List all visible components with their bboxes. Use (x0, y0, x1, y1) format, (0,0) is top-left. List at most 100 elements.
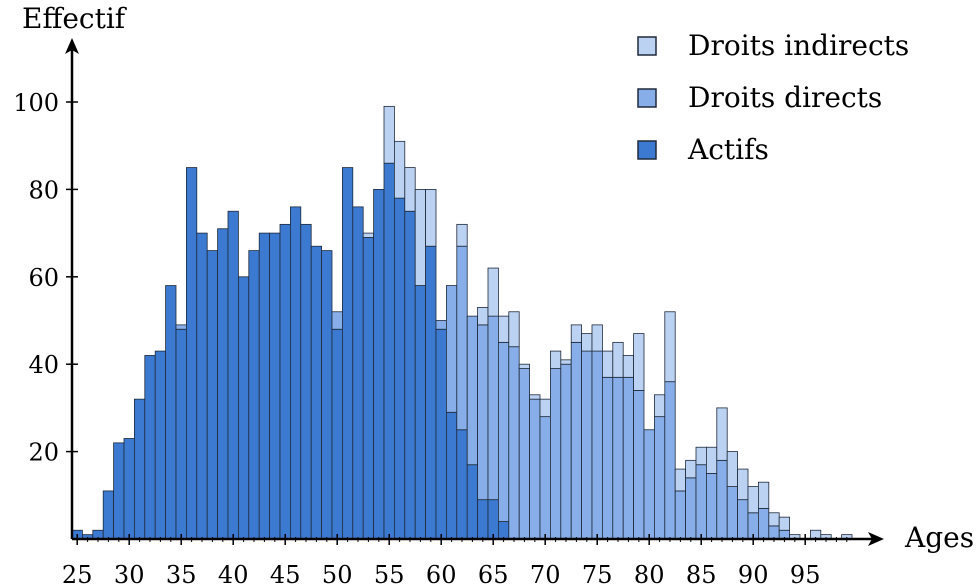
legend-swatch-actifs (637, 140, 657, 160)
bar-actifs-age-33 (154, 350, 166, 540)
bar-droits-directs-age-85 (695, 464, 707, 540)
bar-droits-directs-age-66 (497, 341, 510, 522)
bar-droits-indirects-age-86 (706, 446, 718, 474)
bar-droits-directs-age-67 (508, 346, 520, 540)
bar-droits-directs-age-70 (539, 416, 551, 540)
bar-droits-directs-age-62 (456, 245, 468, 431)
bar-actifs-age-32 (144, 355, 156, 540)
x-tick-label-45: 45 (270, 561, 301, 588)
y-tick-label-20: 20 (28, 439, 59, 467)
bar-droits-indirects-age-75 (591, 324, 603, 352)
bar-actifs-age-30 (123, 438, 135, 540)
bar-actifs-age-55 (383, 162, 395, 540)
bar-droits-directs-age-74 (581, 350, 593, 540)
x-tick-label-70: 70 (530, 561, 561, 588)
bar-droits-indirects-age-91 (758, 481, 770, 509)
bar-droits-indirects-age-70 (539, 398, 551, 418)
bar-droits-directs-age-68 (518, 368, 531, 540)
y-ticks: 20 40 60 80 100 (13, 89, 78, 467)
bar-droits-indirects-age-71 (550, 350, 562, 369)
bar-droits-directs-age-35 (175, 324, 187, 330)
bar-droits-directs-age-79 (633, 390, 645, 540)
bar-droits-indirects-age-56 (393, 140, 406, 199)
bar-actifs-age-52 (352, 206, 364, 540)
axes: 25 30 35 40 45 50 55 60 65 70 75 80 85 90 95 20 40 60 80 1… (13, 2, 974, 588)
bar-droits-directs-age-88 (726, 486, 739, 540)
x-tick-label-55: 55 (374, 561, 405, 588)
bar-droits-directs-age-91 (758, 508, 770, 540)
bar-droits-directs-age-87 (716, 459, 728, 540)
bar-actifs-age-39 (217, 228, 229, 540)
x-tick-label-30: 30 (114, 561, 145, 588)
bar-droits-indirects-age-66 (497, 315, 510, 343)
bar-droits-indirects-age-74 (581, 333, 593, 352)
bar-actifs-age-63 (466, 464, 479, 540)
bar-droits-indirects-age-73 (570, 324, 583, 343)
bar-droits-indirects-age-83 (674, 468, 687, 492)
x-axis-arrow (868, 532, 884, 546)
bar-actifs-age-47 (300, 223, 312, 540)
bar-droits-indirects-age-77 (612, 341, 624, 378)
x-tick-label-90: 90 (738, 561, 769, 588)
y-tick-label-80: 80 (28, 176, 59, 204)
x-tick-label-80: 80 (634, 561, 665, 588)
bar-actifs-age-42 (248, 250, 260, 540)
bar-actifs-age-38 (206, 250, 218, 540)
bar-droits-indirects-age-81 (654, 394, 666, 418)
bar-droits-directs-age-83 (674, 490, 687, 540)
bar-actifs-age-49 (321, 250, 333, 540)
bar-droits-directs-age-76 (602, 376, 614, 540)
bar-droits-directs-age-72 (560, 363, 572, 540)
bar-droits-directs-age-63 (466, 315, 479, 466)
bar-droits-indirects-age-87 (716, 407, 728, 461)
bar-droits-directs-age-80 (643, 429, 655, 540)
x-tick-label-60: 60 (426, 561, 457, 588)
bar-actifs-age-41 (237, 276, 250, 540)
bar-droits-directs-age-81 (654, 416, 666, 540)
x-ticks: 25 30 35 40 45 50 55 60 65 70 75 80 85 90 95 (62, 534, 848, 588)
bar-droits-directs-age-89 (737, 499, 749, 540)
bar-actifs-age-57 (404, 210, 416, 540)
bar-actifs-age-51 (341, 167, 354, 540)
bar-actifs-age-37 (196, 232, 208, 540)
x-tick-label-25: 25 (62, 561, 93, 588)
bar-actifs-age-28 (102, 490, 114, 540)
bar-actifs-age-35 (175, 328, 187, 540)
bar-droits-directs-age-69 (529, 398, 541, 540)
bar-droits-indirects-age-62 (456, 223, 468, 247)
bar-actifs-age-66 (497, 521, 510, 540)
bar-droits-indirects-age-58 (414, 188, 427, 286)
bar-droits-indirects-age-90 (747, 486, 759, 514)
bar-droits-indirects-age-82 (664, 311, 676, 383)
legend: Droits indirects Droits directs Actifs (637, 29, 909, 166)
bar-droits-indirects-age-72 (560, 359, 572, 365)
bar-droits-directs-age-60 (435, 320, 447, 330)
bar-droits-directs-age-86 (706, 473, 718, 540)
bar-actifs-age-31 (133, 398, 146, 540)
bar-droits-directs-age-73 (570, 341, 583, 540)
x-tick-label-95: 95 (790, 561, 821, 588)
bar-droits-directs-age-78 (622, 376, 635, 540)
bar-droits-directs-age-71 (550, 368, 562, 540)
bar-actifs-age-59 (425, 245, 437, 540)
bar-droits-indirects-age-88 (726, 451, 739, 487)
bar-actifs-age-64 (477, 499, 489, 540)
bar-droits-indirects-age-64 (477, 306, 489, 326)
bar-actifs-age-46 (289, 206, 302, 540)
bar-droits-directs-age-77 (612, 376, 624, 540)
bar-actifs-age-50 (331, 328, 343, 540)
bar-actifs-age-36 (185, 167, 198, 540)
bar-droits-directs-age-64 (477, 324, 489, 501)
y-axis-arrow (65, 38, 79, 54)
x-tick-label-85: 85 (686, 561, 717, 588)
bar-droits-directs-age-75 (591, 350, 603, 540)
bar-droits-indirects-age-55 (383, 105, 395, 164)
bar-actifs-age-54 (373, 188, 385, 540)
bar-droits-indirects-age-93 (778, 516, 791, 531)
bar-actifs-age-40 (227, 210, 239, 540)
bar-droits-indirects-age-65 (487, 267, 499, 317)
bar-droits-directs-age-50 (331, 311, 343, 330)
bar-actifs-age-53 (362, 237, 375, 540)
bar-droits-indirects-age-68 (518, 363, 531, 369)
y-tick-label-100: 100 (13, 89, 59, 117)
